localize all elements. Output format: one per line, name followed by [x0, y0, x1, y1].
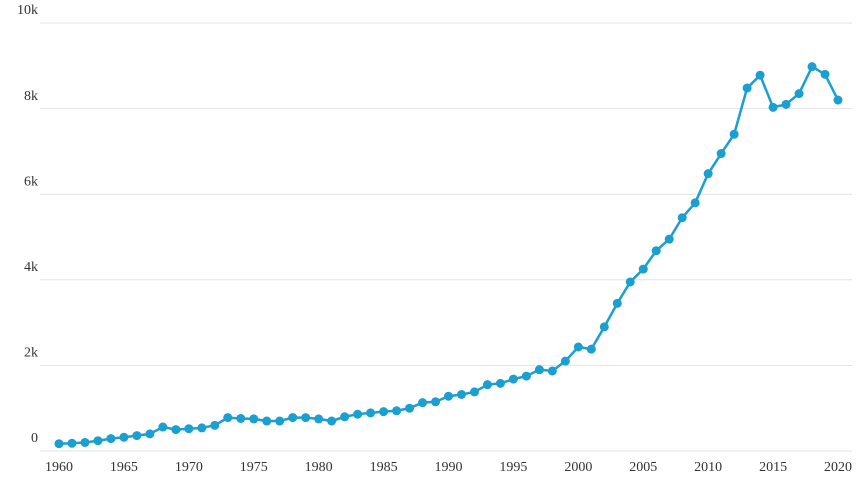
point — [587, 345, 596, 354]
x-tick-label: 1970 — [175, 460, 203, 475]
point — [93, 436, 102, 445]
point — [574, 342, 583, 351]
point — [132, 431, 141, 440]
point — [548, 366, 557, 375]
point — [743, 84, 752, 93]
point — [288, 413, 297, 422]
x-tick-label: 1965 — [110, 460, 138, 475]
y-tick-label: 6k — [24, 174, 38, 189]
point — [184, 424, 193, 433]
point — [691, 198, 700, 207]
point — [665, 235, 674, 244]
point — [301, 413, 310, 422]
point — [158, 423, 167, 432]
point — [249, 414, 258, 423]
x-tick-label: 2015 — [759, 460, 787, 475]
point — [392, 406, 401, 415]
point — [782, 100, 791, 109]
point — [55, 439, 64, 448]
point — [561, 357, 570, 366]
point — [509, 375, 518, 384]
point — [652, 246, 661, 255]
x-tick-label: 2005 — [629, 460, 657, 475]
point — [340, 412, 349, 421]
point — [223, 413, 232, 422]
point — [704, 169, 713, 178]
y-tick-label: 4k — [24, 260, 38, 275]
y-tick-label: 0 — [31, 431, 38, 446]
point — [197, 423, 206, 432]
point — [496, 379, 505, 388]
point — [67, 439, 76, 448]
point — [678, 213, 687, 222]
point — [106, 434, 115, 443]
point — [314, 414, 323, 423]
point — [470, 387, 479, 396]
x-tick-label: 1985 — [370, 460, 398, 475]
point — [262, 417, 271, 426]
point — [171, 425, 180, 434]
point — [210, 421, 219, 430]
point — [119, 433, 128, 442]
y-tick-label: 10k — [17, 3, 38, 18]
y-tick-label: 8k — [24, 89, 38, 104]
point — [431, 397, 440, 406]
x-tick-label: 1995 — [499, 460, 527, 475]
point — [327, 417, 336, 426]
point — [145, 429, 154, 438]
point — [236, 414, 245, 423]
point — [535, 365, 544, 374]
page: {"chart_data": {"type": "line", "x": [19… — [0, 0, 858, 480]
point — [353, 410, 362, 419]
point — [600, 322, 609, 331]
point — [457, 390, 466, 399]
point — [769, 103, 778, 112]
point — [405, 404, 414, 413]
point — [522, 372, 531, 381]
point — [80, 438, 89, 447]
point — [275, 417, 284, 426]
x-tick-label: 1975 — [240, 460, 268, 475]
chart: 0 2k 4k 6k 8k 10k 1960 1965 1970 1975 1980 1985 1990… — [0, 0, 858, 480]
x-tick-label: 1980 — [305, 460, 333, 475]
x-tick-label: 1990 — [435, 460, 463, 475]
point — [626, 277, 635, 286]
point — [613, 299, 622, 308]
x-tick-label: 2020 — [824, 460, 852, 475]
x-tick-label: 2010 — [694, 460, 722, 475]
point — [418, 398, 427, 407]
point — [730, 130, 739, 139]
point — [379, 407, 388, 416]
x-tick-label: 2000 — [564, 460, 592, 475]
point — [483, 380, 492, 389]
point — [717, 149, 726, 158]
point — [444, 392, 453, 401]
y-tick-label: 2k — [24, 346, 38, 361]
point — [795, 89, 804, 98]
point — [756, 71, 765, 80]
point — [366, 408, 375, 417]
point — [821, 70, 830, 79]
x-tick-label: 1960 — [45, 460, 73, 475]
point — [808, 62, 817, 71]
point — [834, 96, 843, 105]
point — [639, 265, 648, 274]
line — [59, 67, 838, 444]
